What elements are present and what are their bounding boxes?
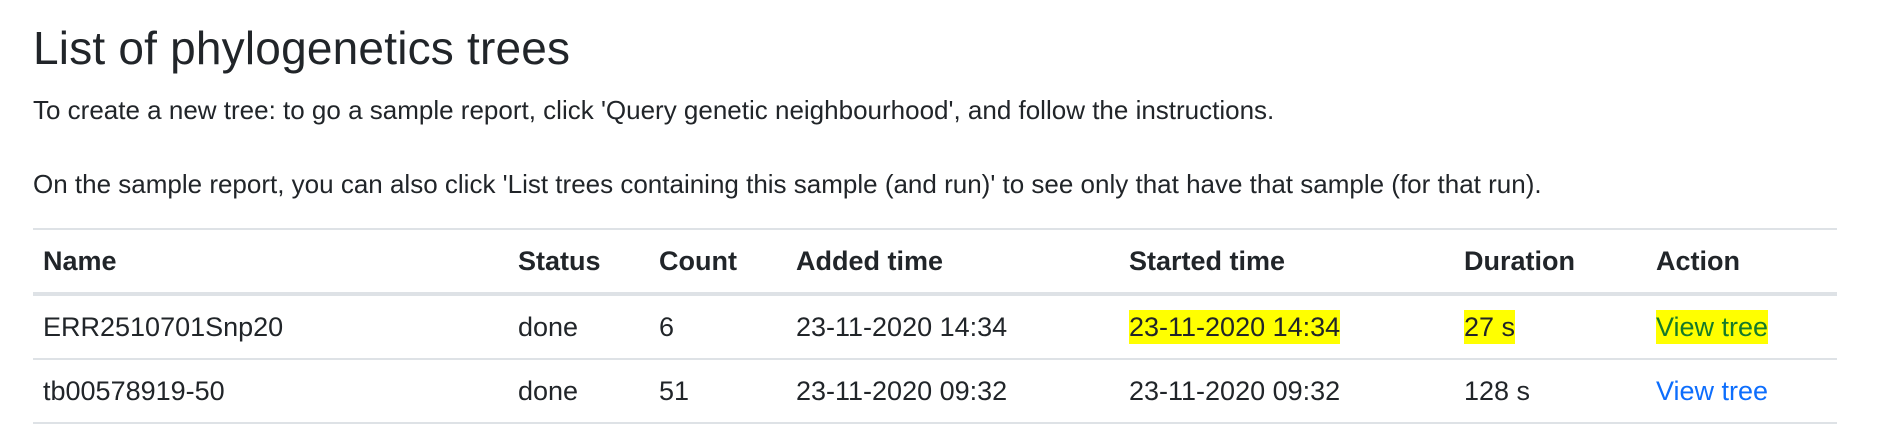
view-tree-link[interactable]: View tree <box>1656 309 1769 344</box>
cell-added-time: 23-11-2020 09:32 <box>796 375 1008 406</box>
column-header-status: Status <box>518 245 601 276</box>
column-header-action: Action <box>1656 245 1740 276</box>
cell-started-time: 23-11-2020 09:32 <box>1129 375 1341 406</box>
page-title: List of phylogenetics trees <box>33 22 571 74</box>
cell-status: done <box>518 375 579 406</box>
cell-duration: 128 s <box>1464 375 1531 406</box>
column-header-added-time: Added time <box>796 245 944 276</box>
table-header: Name Status Count Added time Started tim… <box>33 229 1837 294</box>
cell-duration: 27 s <box>1454 294 1646 359</box>
cell-added-time: 23-11-2020 14:34 <box>796 311 1008 342</box>
column-header-started-time: Started time <box>1129 245 1286 276</box>
trees-table: Name Status Count Added time Started tim… <box>33 228 1837 424</box>
cell-status: done <box>518 311 579 342</box>
highlighted-duration: 27 s <box>1464 309 1516 344</box>
cell-name: tb00578919-50 <box>43 375 225 406</box>
cell-action: View tree <box>1646 359 1837 423</box>
view-tree-link[interactable]: View tree <box>1656 375 1769 406</box>
column-header-duration: Duration <box>1464 245 1575 276</box>
cell-count: 6 <box>659 311 675 342</box>
highlighted-started-time: 23-11-2020 14:34 <box>1129 309 1341 344</box>
cell-name: ERR2510701Snp20 <box>43 311 284 342</box>
table-row: tb00578919-50 done 51 23-11-2020 09:32 2… <box>33 359 1837 423</box>
column-header-name: Name <box>43 245 117 276</box>
cell-action: View tree <box>1646 294 1837 359</box>
intro-text: To create a new tree: to go a sample rep… <box>33 95 1275 125</box>
cell-started-time: 23-11-2020 14:34 <box>1119 294 1454 359</box>
intro-text-sample-report: On the sample report, you can also click… <box>33 169 1542 199</box>
table-header-row: Name Status Count Added time Started tim… <box>33 229 1837 294</box>
column-header-count: Count <box>659 245 737 276</box>
table-row: ERR2510701Snp20 done 6 23-11-2020 14:34 … <box>33 294 1837 359</box>
cell-count: 51 <box>659 375 690 406</box>
